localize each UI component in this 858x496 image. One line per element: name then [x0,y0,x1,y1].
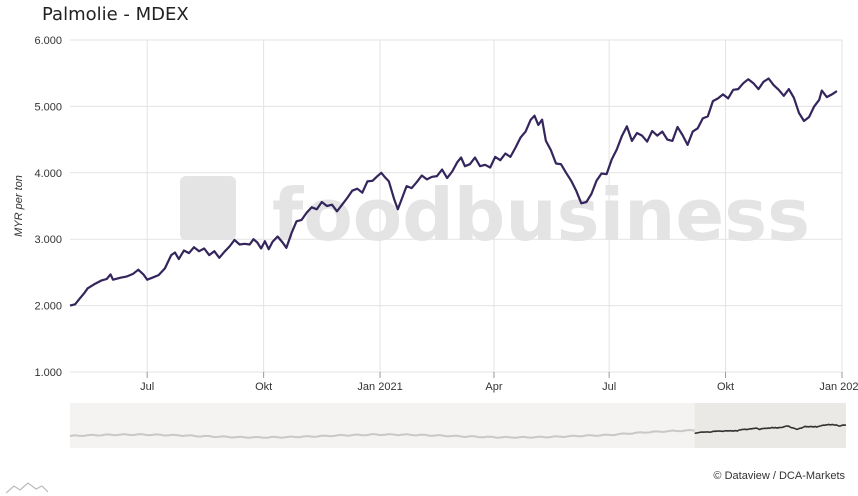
series-group [69,77,838,307]
navigator[interactable] [69,403,847,448]
y-tick-label: 2.000 [34,301,62,313]
credit-text: © Dataview / DCA-Markets [713,470,845,482]
y-tick-label: 5.000 [34,101,62,113]
y-tick-label: 3.000 [34,234,62,246]
x-axis-ticks: Jul Okt Jan 2021 Apr Jul Okt Jan 2022 [140,372,858,393]
y-tick-label: 6.000 [34,35,62,47]
x-tick-label: Okt [255,381,272,393]
x-tick-label: Jul [602,381,616,393]
y-axis-title: MYR per ton [13,175,25,237]
x-tick-label: Jan 2021 [357,381,402,393]
x-tick-label: Apr [485,381,502,393]
navigator-selected-line [694,423,847,434]
watermark: foodbusiness [180,173,810,257]
price-line [69,77,838,307]
watermark-logo-icon [180,176,236,240]
x-tick-label: Okt [717,381,734,393]
y-tick-label: 4.000 [34,168,62,180]
x-tick-label: Jan 2022 [819,381,858,393]
y-axis-ticks: 1.000 2.000 3.000 4.000 5.000 6.000 [34,35,62,379]
grid [70,39,843,373]
chart-title: Palmolie - MDEX [42,4,189,25]
mountain-logo-icon [6,482,48,494]
x-tick-label: Jul [140,381,154,393]
watermark-text: foodbusiness [272,173,810,257]
y-tick-label: 1.000 [34,367,62,379]
navigator-history-line [69,428,695,439]
